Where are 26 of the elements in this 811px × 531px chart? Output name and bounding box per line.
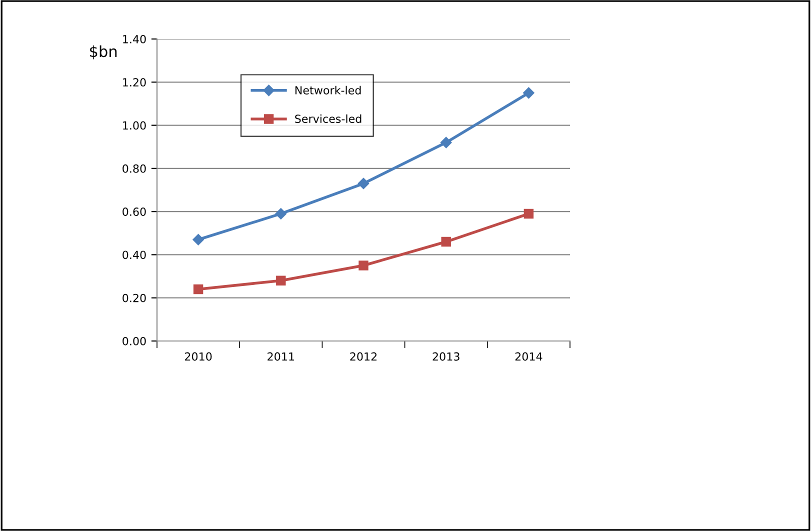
- legend-label: Network-led: [295, 86, 361, 94]
- point: [192, 234, 204, 246]
- y-tick-label: 1.20: [123, 78, 146, 87]
- point: [440, 136, 452, 148]
- y-tick-label: 0.40: [122, 250, 146, 260]
- x-tick-label: 2012: [350, 352, 377, 361]
- y-tick-label: 0.60: [122, 208, 146, 216]
- y-tick-label: 0.20: [122, 294, 146, 302]
- point: [358, 260, 368, 270]
- y-axis-title: $bn: [90, 45, 117, 60]
- y-tick-label: 1.00: [123, 121, 146, 130]
- point: [275, 208, 287, 220]
- point: [193, 284, 204, 294]
- point: [358, 178, 370, 190]
- x-tick-label: 2013: [432, 352, 460, 361]
- y-tick-label: 1.40: [123, 34, 146, 44]
- x-tick-label: 2010: [184, 352, 212, 361]
- y-tick-label: 0.00: [122, 336, 146, 346]
- point: [441, 236, 451, 247]
- point: [524, 208, 534, 219]
- point: [276, 276, 286, 286]
- point: [523, 87, 534, 99]
- y-tick-label: 0.80: [122, 164, 146, 173]
- x-tick-label: 2014: [515, 352, 542, 361]
- x-tick-label: 2011: [268, 352, 294, 361]
- legend-label: Services-led: [295, 114, 362, 123]
